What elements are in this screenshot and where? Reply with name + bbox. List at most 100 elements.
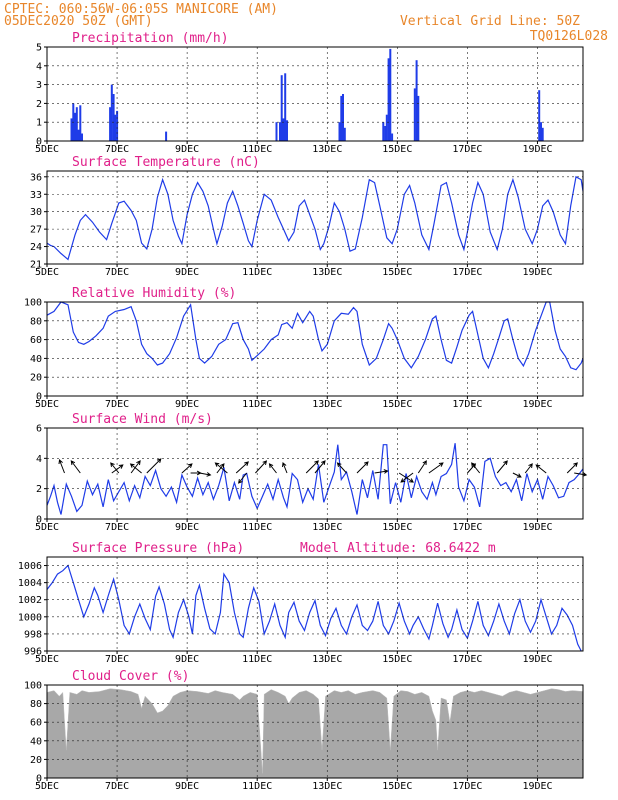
panel-frame [46,556,584,652]
y-tick-label: 1000 [18,612,42,623]
x-tick-label: 11DEC [242,781,272,792]
header-grid-note: Vertical Grid Line: 50Z [400,14,580,29]
panel-frame [46,301,584,397]
x-tick-label: 19DEC [522,267,552,278]
precip-bar [538,90,541,141]
precip-bar [74,112,76,141]
panel-annotation: Model Altitude: 68.6422 m [300,541,496,556]
series-line [46,175,584,261]
precip-bar [286,120,288,141]
x-tick-label: 7DEC [105,781,129,792]
wind-arrow [110,462,120,474]
x-tick-label: 11DEC [242,399,272,410]
x-tick-label: 5DEC [35,781,59,792]
x-tick-label: 17DEC [452,399,482,410]
y-tick-label: 80 [30,699,42,710]
wind-arrow [356,461,369,474]
y-tick-label: 0 [36,515,42,526]
x-tick-label: 13DEC [312,267,342,278]
x-tick-label: 9DEC [175,267,199,278]
y-tick-label: 40 [30,736,42,747]
x-tick-label: 15DEC [382,144,412,155]
y-tick-label: 4 [36,454,42,465]
precip-bar [540,122,542,141]
panel-1: 21 24 27 30 33 36 5DEC 7DEC 9DEC 11DEC 13DEC 15DEC 1… [30,155,584,278]
wind-arrow [216,463,225,474]
precip-bar [343,127,346,141]
y-tick-label: 20 [30,373,42,384]
precip-bar [112,94,115,141]
panel-title: Precipitation (mm/h) [72,31,229,46]
wind-arrow [70,460,81,474]
precip-bar [415,60,418,142]
wind-arrow [305,460,319,474]
y-tick-label: 5 [36,43,42,54]
y-tick-label: 21 [30,260,42,271]
x-tick-label: 5DEC [35,654,59,665]
panel-2: 0 20 40 60 80 100 5DEC 7DEC 9DEC 11DEC 13DEC 15DEC 1… [24,286,584,410]
precip-bar [342,94,344,141]
x-tick-label: 19DEC [522,144,552,155]
x-tick-label: 17DEC [452,654,482,665]
y-tick-label: 996 [24,647,42,658]
precip-bar [391,133,394,141]
panel-frame [46,170,584,265]
y-tick-label: 36 [30,172,42,183]
x-tick-label: 13DEC [312,654,342,665]
precip-bar [110,84,113,141]
x-tick-label: 15DEC [382,399,412,410]
y-tick-label: 40 [30,354,42,365]
wind-arrow [58,459,65,474]
precip-bar [275,122,278,141]
wind-arrow [282,462,288,474]
panel-frame [46,46,584,142]
x-tick-label: 7DEC [105,399,129,410]
y-tick-label: 1 [36,118,42,129]
wind-arrow [336,462,347,474]
x-tick-label: 9DEC [175,399,199,410]
x-tick-label: 15DEC [382,654,412,665]
panel-title: Surface Wind (m/s) [72,412,213,427]
series-line [46,564,582,652]
x-tick-label: 13DEC [312,781,342,792]
precip-bar [282,118,285,141]
wind-arrow [524,463,533,474]
x-tick-label: 7DEC [105,144,129,155]
x-tick-label: 17DEC [452,267,482,278]
x-tick-label: 5DEC [35,144,59,155]
wind-arrow [496,460,508,474]
precip-bar [541,127,544,141]
y-tick-label: 2 [36,99,42,110]
x-tick-label: 9DEC [175,144,199,155]
y-tick-label: 0 [36,137,42,148]
wind-arrow [235,461,249,474]
panel-4: 996 998 1000 1002 1004 1006 5DEC 7DEC 9DEC 11DEC 1… [18,541,584,665]
precip-bar [382,122,385,141]
x-tick-label: 13DEC [312,399,342,410]
header-run-time: 05DEC2020 50Z (GMT) [4,14,153,29]
y-tick-label: 6 [36,424,42,435]
x-tick-label: 5DEC [35,522,59,533]
precip-bar [417,95,420,141]
precip-bar [338,122,341,141]
wind-arrow [566,462,578,474]
precip-bar [75,107,78,141]
x-tick-label: 13DEC [312,522,342,533]
precip-bar [387,58,390,141]
x-tick-label: 5DEC [35,267,59,278]
y-tick-label: 20 [30,755,42,766]
precip-bar [114,114,117,141]
precip-bar [70,118,73,141]
wind-arrow [130,460,141,474]
wind-arrow [314,460,326,474]
x-tick-label: 17DEC [452,522,482,533]
y-tick-label: 100 [24,681,42,692]
panel-0: 0 1 2 3 4 5 5DEC 7DEC 9DEC 11DEC 13DEC 15DEC 17DEC 19… [35,31,584,155]
header-location: CPTEC: 060:56W-06:05S MANICORE (AM) [4,2,278,17]
wind-arrow [574,472,588,477]
y-tick-label: 1002 [18,595,42,606]
wind-arrow [535,464,547,474]
y-tick-label: 30 [30,207,42,218]
panels-group: 0 1 2 3 4 5 5DEC 7DEC 9DEC 11DEC 13DEC 15DEC 17DEC 19… [18,31,588,792]
wind-arrow [129,463,142,474]
